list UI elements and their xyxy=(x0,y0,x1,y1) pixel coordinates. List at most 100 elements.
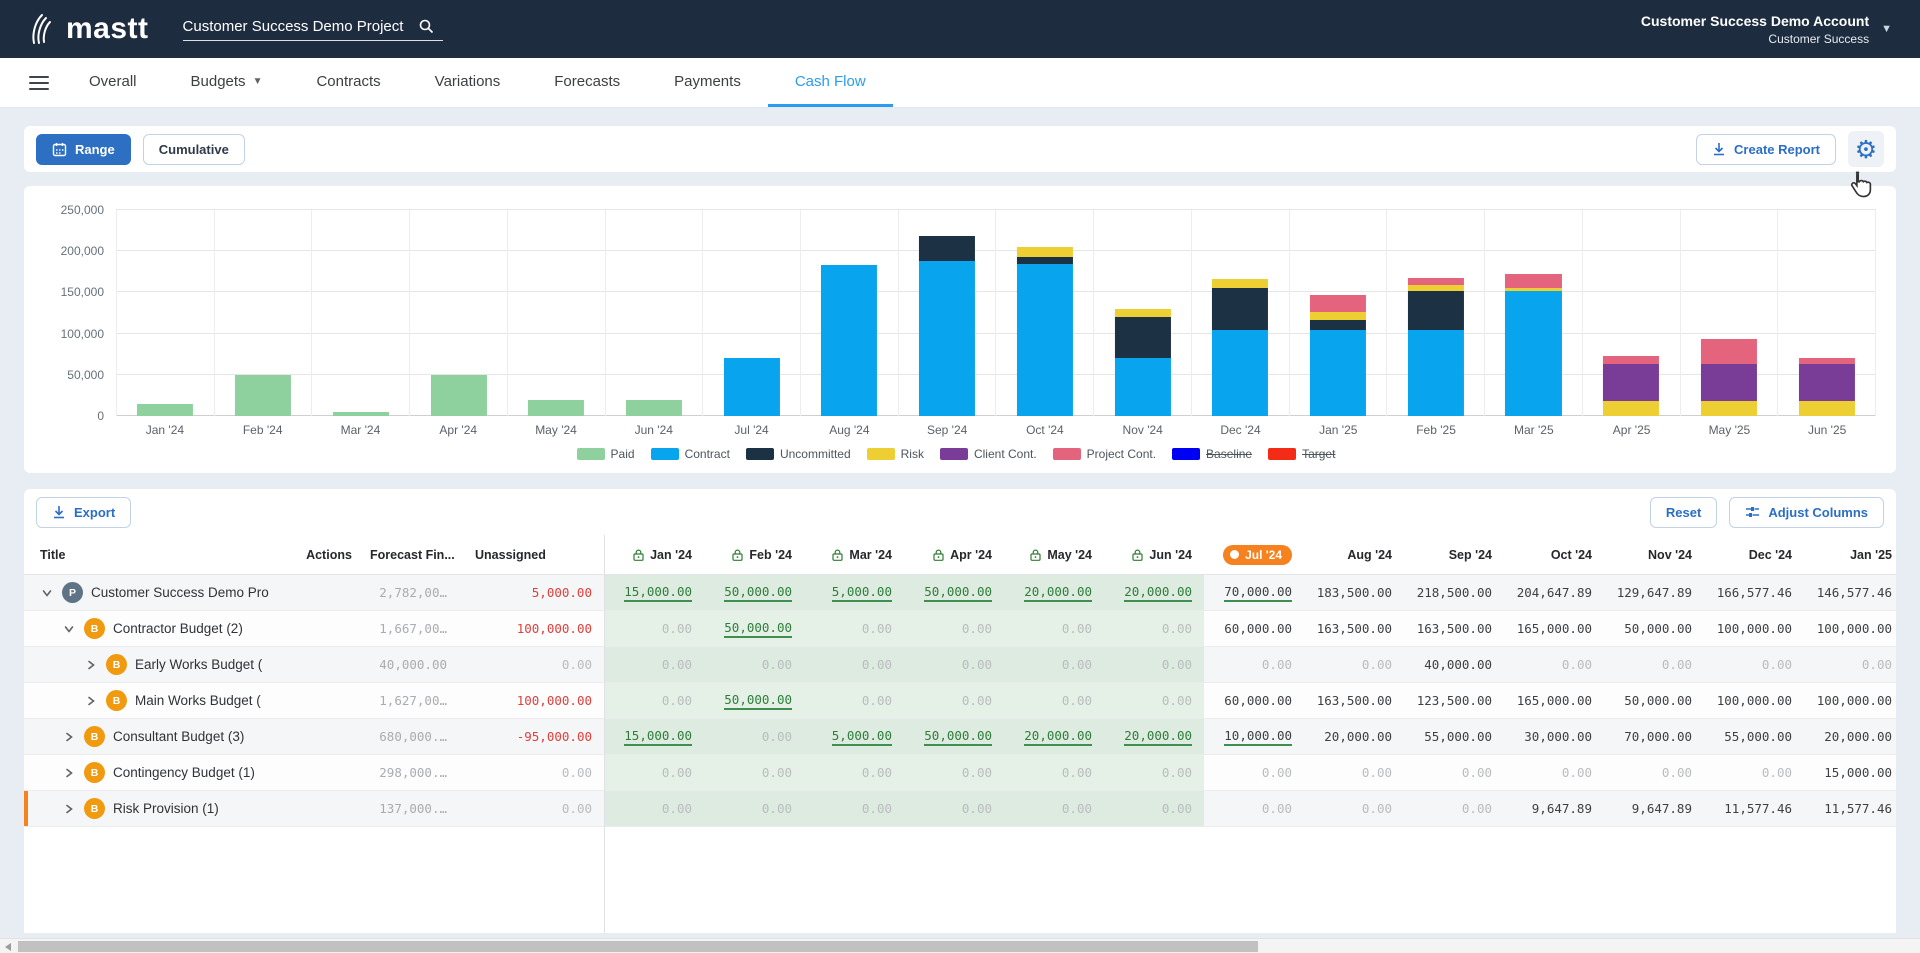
legend-item-uncommitted[interactable]: Uncommitted xyxy=(746,447,851,461)
chevron-down-icon[interactable]: ▼ xyxy=(1881,23,1892,35)
actions-cell[interactable] xyxy=(304,791,354,826)
row-title-cell[interactable]: PCustomer Success Demo Pro xyxy=(24,575,304,610)
legend-item-baseline[interactable]: Baseline xyxy=(1172,447,1252,461)
month-cell[interactable]: 20,000.00 xyxy=(1804,719,1896,754)
month-cell[interactable]: 163,500.00 xyxy=(1404,611,1504,646)
locked-month-cell[interactable]: 5,000.00 xyxy=(804,575,904,610)
column-header-actions[interactable]: Actions xyxy=(304,535,354,574)
locked-month-cell[interactable]: 0.00 xyxy=(1104,647,1204,682)
row-title-cell[interactable]: BContingency Budget (1) xyxy=(24,755,304,790)
month-cell[interactable]: 20,000.00 xyxy=(1304,719,1404,754)
unassigned-cell[interactable]: 5,000.00 xyxy=(459,575,604,610)
locked-month-cell[interactable]: 0.00 xyxy=(804,647,904,682)
range-button[interactable]: Range xyxy=(36,134,131,165)
table-row[interactable]: BRisk Provision (1) 137,000.… 0.00 0.00 0.00… xyxy=(24,791,1896,827)
forecast-cell[interactable]: 680,000.… xyxy=(354,719,459,754)
column-header-forecast[interactable]: Forecast Fin... xyxy=(354,535,459,574)
table-row[interactable]: BContingency Budget (1)298,000.…0.000.00… xyxy=(24,755,1896,791)
locked-month-cell[interactable]: 50,000.00 xyxy=(904,575,1004,610)
locked-month-cell[interactable]: 15,000.00 xyxy=(604,719,704,754)
row-title-cell[interactable]: BRisk Provision (1) xyxy=(24,791,304,826)
month-cell[interactable]: 0.00 xyxy=(1804,647,1896,682)
legend-item-target[interactable]: Target xyxy=(1268,447,1335,461)
column-header-jun-24[interactable]: Jun '24 xyxy=(1104,535,1204,574)
expand-row-icon[interactable] xyxy=(62,732,76,742)
horizontal-scrollbar[interactable] xyxy=(0,938,1920,953)
locked-month-cell[interactable]: 0.00 xyxy=(904,647,1004,682)
month-cell[interactable]: 50,000.00 xyxy=(1604,611,1704,646)
forecast-cell[interactable]: 137,000.… xyxy=(354,791,459,826)
locked-month-cell[interactable]: 0.00 xyxy=(1004,791,1104,826)
current-month-pill[interactable]: Jul '24 xyxy=(1223,545,1292,565)
tab-cash-flow[interactable]: Cash Flow xyxy=(768,58,893,107)
legend-item-project-cont[interactable]: Project Cont. xyxy=(1053,447,1156,461)
locked-month-cell[interactable]: 50,000.00 xyxy=(904,719,1004,754)
locked-month-cell[interactable]: 0.00 xyxy=(1004,683,1104,718)
month-cell[interactable]: 204,647.89 xyxy=(1504,575,1604,610)
tab-budgets[interactable]: Budgets▼ xyxy=(164,58,290,107)
month-cell[interactable]: 166,577.46 xyxy=(1704,575,1804,610)
legend-item-paid[interactable]: Paid xyxy=(577,447,635,461)
column-header-unassigned[interactable]: Unassigned xyxy=(459,535,604,574)
search-icon[interactable] xyxy=(418,18,434,34)
tab-forecasts[interactable]: Forecasts xyxy=(527,58,647,107)
month-cell[interactable]: 218,500.00 xyxy=(1404,575,1504,610)
month-cell[interactable]: 55,000.00 xyxy=(1404,719,1504,754)
stacked-bar[interactable] xyxy=(1408,278,1464,416)
locked-month-cell[interactable]: 0.00 xyxy=(804,791,904,826)
month-cell[interactable]: 0.00 xyxy=(1404,755,1504,790)
stacked-bar[interactable] xyxy=(430,375,486,416)
locked-month-cell[interactable]: 20,000.00 xyxy=(1004,719,1104,754)
month-cell[interactable]: 0.00 xyxy=(1704,755,1804,790)
locked-month-cell[interactable]: 20,000.00 xyxy=(1104,575,1204,610)
locked-month-cell[interactable]: 0.00 xyxy=(604,647,704,682)
actions-cell[interactable] xyxy=(304,575,354,610)
column-header-may-24[interactable]: May '24 xyxy=(1004,535,1104,574)
stacked-bar[interactable] xyxy=(821,265,877,416)
locked-month-cell[interactable]: 20,000.00 xyxy=(1104,719,1204,754)
stacked-bar[interactable] xyxy=(333,412,389,416)
tab-overall[interactable]: Overall xyxy=(62,58,164,107)
stacked-bar[interactable] xyxy=(919,236,975,416)
column-header-dec-24[interactable]: Dec '24 xyxy=(1704,535,1804,574)
month-cell[interactable]: 0.00 xyxy=(1304,755,1404,790)
project-search[interactable] xyxy=(183,18,443,41)
forecast-cell[interactable]: 1,667,00… xyxy=(354,611,459,646)
row-title-cell[interactable]: BContractor Budget (2) xyxy=(24,611,304,646)
row-title-cell[interactable]: BConsultant Budget (3) xyxy=(24,719,304,754)
column-header-current-month[interactable]: Jul '24 xyxy=(1204,535,1304,574)
settings-button[interactable]: ⚙ xyxy=(1848,131,1884,167)
expand-row-icon[interactable] xyxy=(62,804,76,814)
stacked-bar[interactable] xyxy=(1115,309,1171,416)
locked-month-cell[interactable]: 15,000.00 xyxy=(604,575,704,610)
stacked-bar[interactable] xyxy=(1701,339,1757,416)
tab-payments[interactable]: Payments xyxy=(647,58,768,107)
month-cell[interactable]: 40,000.00 xyxy=(1404,647,1504,682)
month-cell[interactable]: 100,000.00 xyxy=(1804,611,1896,646)
locked-month-cell[interactable]: 50,000.00 xyxy=(704,575,804,610)
column-header-title[interactable]: Title xyxy=(24,535,304,574)
row-title-cell[interactable]: BEarly Works Budget ( xyxy=(24,647,304,682)
locked-month-cell[interactable]: 0.00 xyxy=(704,719,804,754)
locked-month-cell[interactable]: 0.00 xyxy=(604,683,704,718)
legend-item-risk[interactable]: Risk xyxy=(867,447,924,461)
month-cell[interactable]: 100,000.00 xyxy=(1704,683,1804,718)
table-row[interactable]: BContractor Budget (2)1,667,00…100,000.0… xyxy=(24,611,1896,647)
month-cell[interactable]: 165,000.00 xyxy=(1504,683,1604,718)
locked-month-cell[interactable]: 0.00 xyxy=(1104,755,1204,790)
column-header-aug-24[interactable]: Aug '24 xyxy=(1304,535,1404,574)
locked-month-cell[interactable]: 0.00 xyxy=(1104,611,1204,646)
locked-month-cell[interactable]: 5,000.00 xyxy=(804,719,904,754)
column-header-jan-24[interactable]: Jan '24 xyxy=(604,535,704,574)
stacked-bar[interactable] xyxy=(137,404,193,416)
stacked-bar[interactable] xyxy=(1505,274,1561,416)
month-cell[interactable]: 123,500.00 xyxy=(1404,683,1504,718)
month-cell[interactable]: 0.00 xyxy=(1404,791,1504,826)
locked-month-cell[interactable]: 0.00 xyxy=(704,755,804,790)
actions-cell[interactable] xyxy=(304,647,354,682)
forecast-cell[interactable]: 1,627,00… xyxy=(354,683,459,718)
stacked-bar[interactable] xyxy=(724,358,780,416)
current-month-cell[interactable]: 70,000.00 xyxy=(1204,575,1304,610)
unassigned-cell[interactable]: 100,000.00 xyxy=(459,611,604,646)
month-cell[interactable]: 163,500.00 xyxy=(1304,611,1404,646)
